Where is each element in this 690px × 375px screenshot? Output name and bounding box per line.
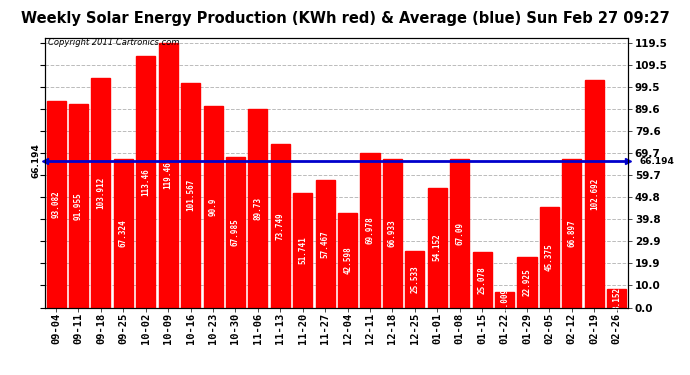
Text: 57.467: 57.467 (321, 230, 330, 258)
Bar (584, 80, 604, 308)
Bar (495, 292, 514, 308)
Text: 89.73: 89.73 (253, 196, 262, 220)
Text: 67.324: 67.324 (119, 219, 128, 247)
Text: 66.897: 66.897 (567, 220, 576, 248)
Bar (248, 109, 268, 308)
Bar (136, 56, 155, 308)
Text: 51.741: 51.741 (298, 236, 307, 264)
Bar (360, 153, 380, 308)
Bar (473, 252, 492, 308)
Text: 42.598: 42.598 (343, 246, 352, 274)
Bar (428, 188, 447, 308)
Bar (450, 159, 469, 308)
Bar (383, 159, 402, 308)
Text: 67.985: 67.985 (231, 218, 240, 246)
Bar (338, 213, 357, 308)
Text: 25.078: 25.078 (477, 266, 486, 294)
Text: 73.749: 73.749 (276, 212, 285, 240)
Text: 101.567: 101.567 (186, 179, 195, 211)
Bar (405, 251, 424, 308)
Text: 119.46: 119.46 (164, 161, 172, 189)
Bar (270, 144, 290, 308)
Bar (114, 159, 133, 308)
Bar (315, 180, 335, 308)
Text: 7.009: 7.009 (500, 288, 509, 311)
Bar (46, 102, 66, 308)
Text: 25.533: 25.533 (411, 266, 420, 293)
Bar (181, 83, 200, 308)
Text: 54.152: 54.152 (433, 234, 442, 261)
Text: 66.194: 66.194 (639, 156, 674, 165)
Bar (540, 207, 559, 308)
Text: 66.194: 66.194 (31, 144, 41, 178)
Text: 103.912: 103.912 (97, 176, 106, 209)
Bar (518, 257, 537, 307)
Bar (562, 159, 582, 308)
Text: 113.46: 113.46 (141, 168, 150, 196)
Text: 91.955: 91.955 (74, 192, 83, 220)
Text: 93.082: 93.082 (52, 190, 61, 218)
Bar (204, 106, 223, 308)
Bar (69, 104, 88, 308)
Bar (607, 290, 627, 308)
Text: 69.978: 69.978 (366, 216, 375, 244)
Text: Weekly Solar Energy Production (KWh red) & Average (blue) Sun Feb 27 09:27: Weekly Solar Energy Production (KWh red)… (21, 11, 669, 26)
Bar (159, 43, 178, 308)
Text: 45.375: 45.375 (545, 243, 554, 271)
Text: 67.09: 67.09 (455, 222, 464, 245)
Bar (91, 78, 110, 308)
Text: 22.925: 22.925 (522, 268, 531, 296)
Text: 66.933: 66.933 (388, 219, 397, 247)
Text: 8.152: 8.152 (612, 287, 621, 310)
Text: 102.692: 102.692 (590, 178, 599, 210)
Text: 90.9: 90.9 (208, 198, 217, 216)
Bar (293, 193, 313, 308)
Bar (226, 157, 245, 308)
Text: Copyright 2011 Cartronics.com: Copyright 2011 Cartronics.com (48, 38, 179, 46)
